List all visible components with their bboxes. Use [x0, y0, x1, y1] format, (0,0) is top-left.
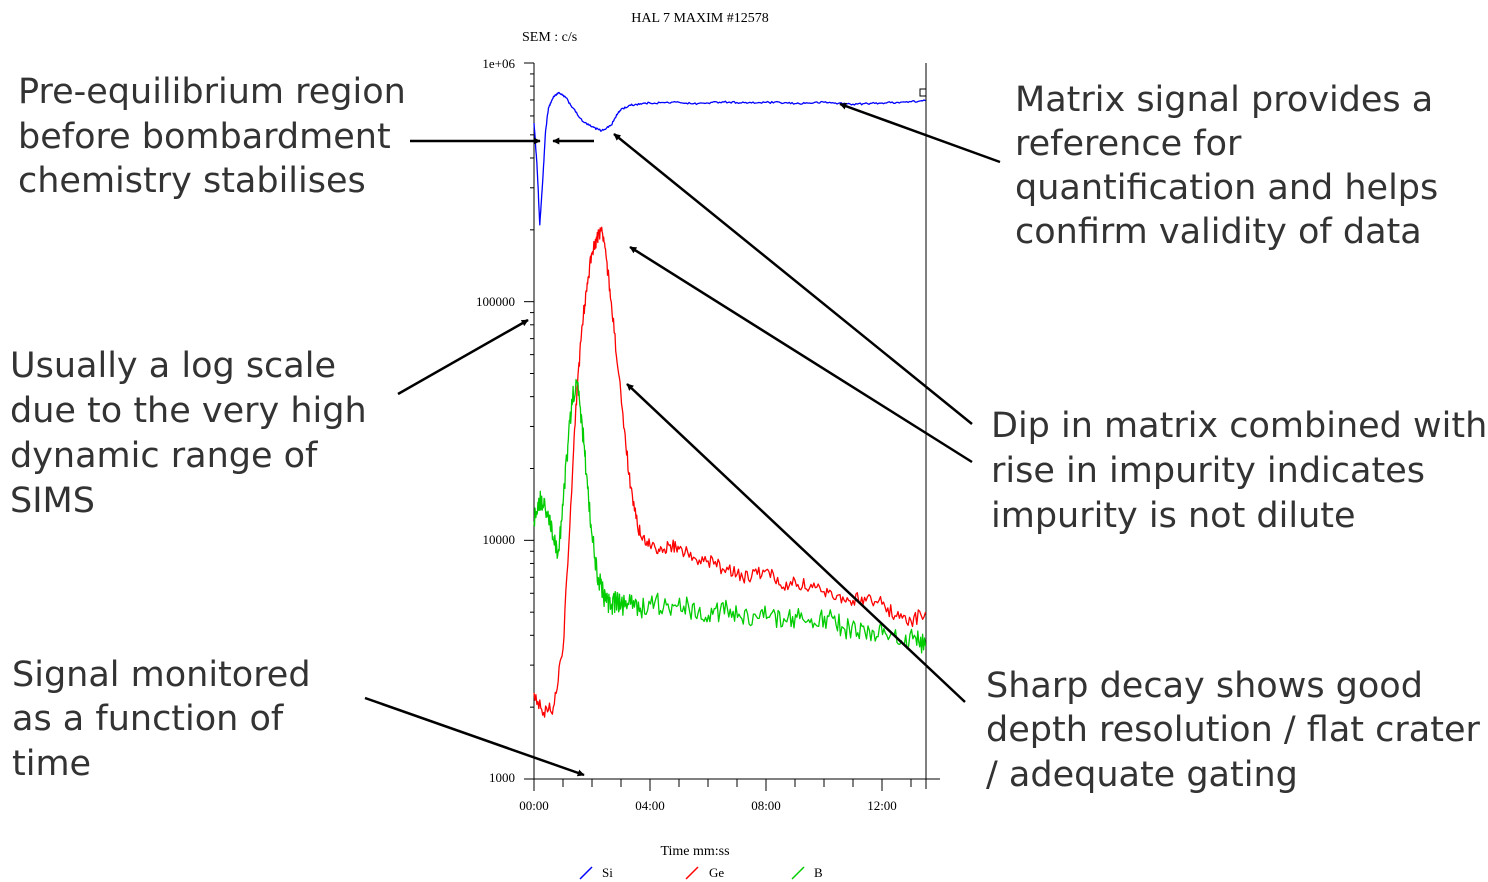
- annotation-line: / adequate gating: [986, 755, 1298, 795]
- annotation-line: depth resolution / flat crater: [986, 710, 1480, 750]
- y-axis-label: SEM : c/s: [522, 30, 577, 45]
- annotation-line: Signal monitored: [12, 655, 311, 695]
- y-tick-label: 1000: [489, 770, 515, 785]
- annotation-line: time: [12, 744, 91, 784]
- end-marker-box: [919, 88, 927, 97]
- series-line-b: [533, 378, 927, 654]
- annotation-line: Sharp decay shows good: [986, 666, 1423, 706]
- legend-label-b: B: [814, 865, 823, 880]
- arrow-log-scale: [397, 318, 529, 396]
- y-tick-label: 100000: [476, 294, 515, 309]
- y-tick-label: 10000: [483, 532, 516, 547]
- annotation-line: Matrix signal provides a: [1015, 80, 1433, 120]
- legend-swatch-si: [579, 866, 593, 880]
- arrow-matrix-signal: [839, 102, 1001, 164]
- arrow-sharp-decay: [626, 383, 966, 703]
- annotation-line: dynamic range of: [10, 436, 318, 476]
- legend-swatch-b: [791, 866, 805, 880]
- series-line-ge: [533, 226, 927, 718]
- chart-title: HAL 7 MAXIM #12578: [631, 11, 769, 26]
- annotation-line: reference for: [1015, 124, 1242, 164]
- series-line-si: [533, 91, 926, 226]
- arrow-signal-time: [364, 696, 585, 777]
- annotation-line: SIMS: [10, 481, 95, 521]
- annotation-line: chemistry stabilises: [18, 161, 366, 201]
- annotation-line: impurity is not dilute: [991, 496, 1356, 536]
- annotation-line: Pre-equilibrium region: [18, 72, 406, 112]
- x-tick-label: 08:00: [751, 798, 781, 813]
- chart-axes: [524, 62, 940, 791]
- annotation-line: due to the very high: [10, 391, 367, 431]
- legend-label-si: Si: [602, 865, 613, 880]
- arrow-dip-matrix: [613, 133, 973, 425]
- annotation-line: Usually a log scale: [10, 346, 336, 386]
- x-tick-label: 12:00: [867, 798, 897, 813]
- x-tick-label: 04:00: [635, 798, 665, 813]
- annotation-line: as a function of: [12, 699, 284, 739]
- legend-swatch-ge: [685, 866, 699, 880]
- annotation-line: quantification and helps: [1015, 168, 1438, 208]
- annotation-log-scale: Usually a log scale due to the very high…: [10, 346, 367, 521]
- annotation-arrows: [364, 102, 1001, 777]
- x-axis-label: Time mm:ss: [660, 844, 729, 859]
- annotation-line: confirm validity of data: [1015, 212, 1422, 252]
- legend: Si Ge B: [579, 865, 823, 880]
- annotation-line: Dip in matrix combined with: [991, 406, 1487, 446]
- annotation-pre-equilibrium: Pre-equilibrium region before bombardmen…: [18, 72, 406, 201]
- arrow-dip-impurity: [629, 245, 973, 464]
- y-tick-label: 1e+06: [482, 56, 515, 71]
- annotation-line: before bombardment: [18, 117, 391, 157]
- annotation-line: rise in impurity indicates: [991, 451, 1425, 491]
- annotation-dip-in-matrix: Dip in matrix combined with rise in impu…: [991, 406, 1487, 536]
- annotation-sharp-decay: Sharp decay shows good depth resolution …: [986, 666, 1480, 795]
- annotation-signal-monitored: Signal monitored as a function of time: [12, 655, 311, 784]
- legend-label-ge: Ge: [709, 865, 724, 880]
- x-tick-label: 00:00: [519, 798, 549, 813]
- series-group: [533, 88, 927, 718]
- annotation-matrix-signal: Matrix signal provides a reference for q…: [1015, 80, 1438, 252]
